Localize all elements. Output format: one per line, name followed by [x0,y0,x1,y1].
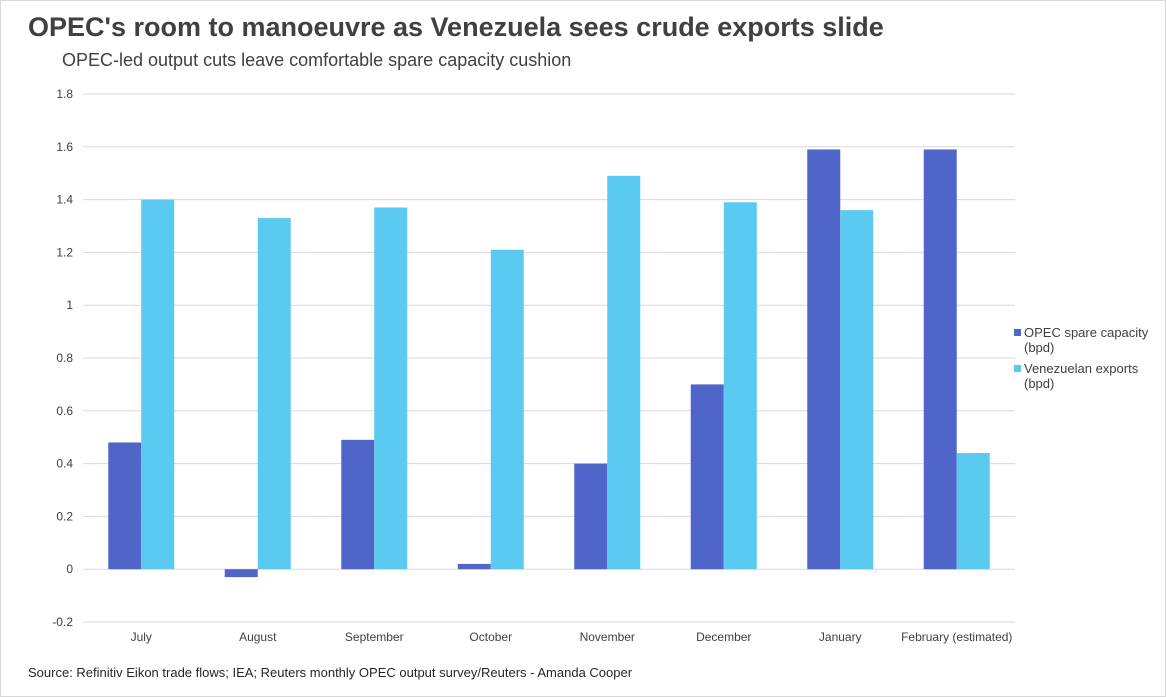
legend-swatch-opec [1014,329,1021,336]
chart-subtitle: OPEC-led output cuts leave comfortable s… [62,50,572,70]
y-tick-label: -0.2 [52,615,73,629]
legend-item-venezuela: Venezuelan exports (bpd) [1014,361,1164,391]
bar-venezuelan-exports [840,210,874,570]
bar-opec-spare-capacity [574,463,608,570]
x-tick-label: February (estimated) [901,630,1012,644]
legend-label-opec: OPEC spare capacity (bpd) [1024,325,1149,355]
bar-venezuelan-exports [141,199,175,570]
bar-opec-spare-capacity [690,384,724,570]
y-tick-label: 0.8 [56,351,73,365]
y-tick-label: 0.6 [56,404,73,418]
legend-label-venezuela: Venezuelan exports (bpd) [1024,361,1139,391]
x-tick-label: July [131,630,152,644]
legend-swatch-venezuela [1014,365,1021,372]
y-tick-label: 1.4 [56,193,73,207]
y-tick-label: 0 [66,562,73,576]
x-tick-label: December [696,630,751,644]
bar-opec-spare-capacity [108,442,142,570]
chart-legend: OPEC spare capacity (bpd) Venezuelan exp… [1014,325,1164,397]
x-tick-label: October [469,630,512,644]
y-tick-label: 0.4 [56,457,73,471]
bar-venezuelan-exports [374,207,408,570]
bar-opec-spare-capacity [224,569,258,578]
bar-opec-spare-capacity [341,439,375,570]
bar-opec-spare-capacity [923,149,957,570]
source-note: Source: Refinitiv Eikon trade flows; IEA… [28,665,633,680]
bar-venezuelan-exports [257,218,291,570]
bar-venezuelan-exports [490,249,524,570]
bar-venezuelan-exports [956,453,990,570]
x-tick-label: January [819,630,862,644]
bar-venezuelan-exports [723,202,757,570]
chart-title: OPEC's room to manoeuvre as Venezuela se… [28,12,884,42]
bar-opec-spare-capacity [457,563,491,570]
bar-venezuelan-exports [607,175,641,570]
x-tick-label: November [580,630,635,644]
bar-opec-spare-capacity [807,149,841,570]
y-tick-label: 1.6 [56,140,73,154]
legend-item-opec: OPEC spare capacity (bpd) [1014,325,1164,355]
x-tick-label: August [239,630,277,644]
x-tick-label: September [345,630,404,644]
y-tick-label: 0.2 [56,509,73,523]
y-tick-label: 1 [66,298,73,312]
y-tick-label: 1.8 [56,87,73,101]
y-tick-label: 1.2 [56,245,73,259]
